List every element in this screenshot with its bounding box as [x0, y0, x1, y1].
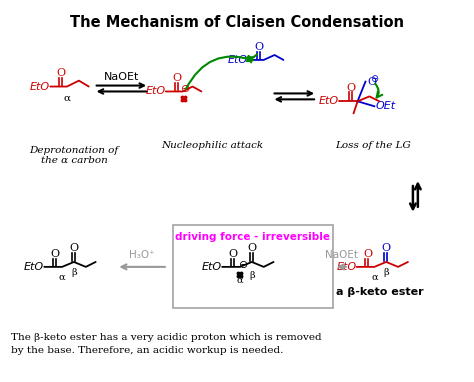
- Text: β: β: [383, 268, 389, 277]
- Text: O: O: [51, 249, 60, 259]
- Text: EtO: EtO: [337, 262, 356, 272]
- Text: ⊖: ⊖: [239, 260, 248, 270]
- Text: ⊖: ⊖: [181, 84, 190, 94]
- Text: a β-keto ester: a β-keto ester: [337, 286, 424, 296]
- Text: O: O: [247, 243, 256, 253]
- Text: H₃O⁺: H₃O⁺: [129, 250, 155, 260]
- Text: O: O: [254, 42, 263, 52]
- Text: β: β: [71, 268, 77, 277]
- Text: EtO: EtO: [24, 262, 44, 272]
- Text: EtO: EtO: [30, 81, 50, 92]
- Text: α: α: [237, 276, 243, 285]
- Text: EtO: EtO: [228, 55, 248, 65]
- FancyBboxPatch shape: [173, 225, 333, 308]
- Text: O: O: [363, 249, 372, 259]
- Text: α: α: [371, 273, 378, 282]
- Text: NaOEt: NaOEt: [325, 250, 358, 260]
- Text: driving force - irreversible: driving force - irreversible: [175, 232, 330, 243]
- Text: O: O: [228, 249, 237, 259]
- Text: O: O: [382, 243, 391, 253]
- Text: α: α: [59, 273, 65, 282]
- Text: O: O: [346, 83, 355, 92]
- Text: EtO: EtO: [202, 262, 222, 272]
- Text: Deprotonation of
the α carbon: Deprotonation of the α carbon: [29, 146, 118, 165]
- Text: O: O: [69, 243, 79, 253]
- Text: O: O: [56, 68, 65, 78]
- Text: OEt: OEt: [375, 101, 395, 111]
- Text: Nucleophilic attack: Nucleophilic attack: [161, 141, 264, 150]
- Text: NaOEt: NaOEt: [104, 72, 139, 82]
- Text: Loss of the LG: Loss of the LG: [336, 141, 411, 150]
- Text: The β-keto ester has a very acidic proton which is removed: The β-keto ester has a very acidic proto…: [11, 333, 321, 342]
- Text: EtO: EtO: [319, 96, 339, 106]
- Text: β: β: [249, 271, 255, 280]
- Text: ⊖: ⊖: [370, 74, 378, 84]
- Text: The Mechanism of Claisen Condensation: The Mechanism of Claisen Condensation: [70, 15, 404, 29]
- Text: EtO: EtO: [146, 86, 166, 97]
- Text: α: α: [64, 94, 71, 103]
- Text: by the base. Therefore, an acidic workup is needed.: by the base. Therefore, an acidic workup…: [11, 346, 283, 355]
- Text: O: O: [367, 77, 376, 87]
- Text: O: O: [172, 73, 181, 83]
